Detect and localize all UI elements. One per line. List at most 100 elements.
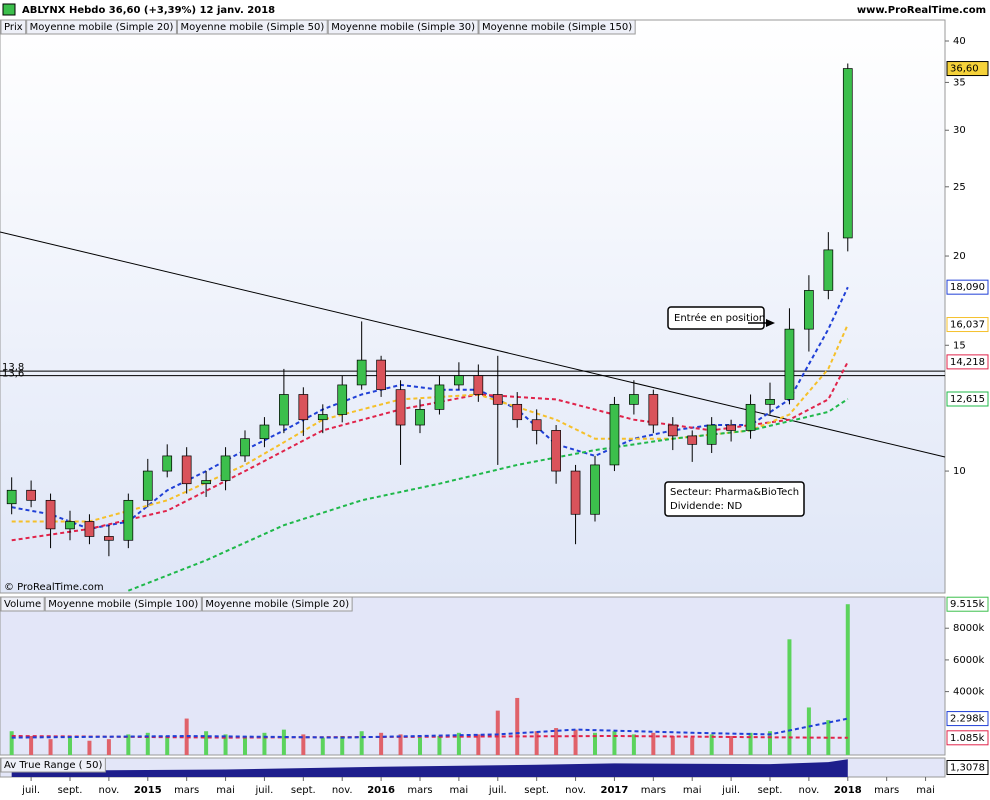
x-tick-label: 2017	[601, 785, 629, 796]
y-tick-label: 30	[953, 125, 966, 136]
legend-box	[44, 596, 202, 612]
x-tick-label: nov.	[565, 785, 586, 796]
price-label-box	[946, 354, 989, 370]
x-tick-label: 2016	[367, 785, 395, 796]
legend-box	[26, 19, 177, 35]
candle-body	[6, 489, 17, 505]
candle-body	[551, 430, 561, 472]
candle-body	[298, 394, 309, 421]
annotation-box	[664, 481, 805, 517]
candle-body	[531, 419, 542, 431]
legend-box	[201, 596, 353, 612]
legend-entry: Moyenne mobile (Simple 100)	[48, 599, 198, 610]
legend-box	[0, 19, 27, 35]
candle-body	[648, 394, 659, 426]
volume-bar	[340, 735, 345, 755]
candle-body	[45, 499, 56, 530]
copyright: © ProRealTime.com	[4, 582, 104, 593]
candle-body	[823, 249, 834, 291]
x-tick-label: sept.	[291, 785, 316, 796]
candle-body	[784, 328, 795, 400]
price-label: 1.085k	[950, 733, 985, 744]
candle-body	[629, 394, 639, 405]
candle-body	[201, 480, 211, 485]
volume-bar	[68, 737, 72, 755]
price-label-box	[946, 730, 989, 746]
level-label: 13,8	[2, 362, 24, 373]
price-label-box	[946, 279, 989, 295]
volume-bar	[262, 732, 267, 755]
x-tick-label: nov.	[98, 785, 119, 796]
price-label: 36,60	[950, 64, 979, 75]
candle-body	[512, 403, 523, 421]
price-label: 12,615	[950, 394, 985, 405]
annotation-text: Entrée en position	[674, 312, 765, 324]
volume-bar	[87, 740, 92, 755]
volume-bar	[145, 732, 150, 755]
x-tick-label: mars	[874, 785, 899, 796]
volume-bar	[787, 639, 792, 755]
candle-body	[842, 68, 853, 239]
legend-box	[0, 596, 45, 612]
legend-entry: Prix	[4, 22, 23, 33]
legend-entry: Moyenne mobile (Simple 20)	[30, 22, 174, 33]
y-tick-label: 35	[953, 77, 966, 88]
moving-average	[127, 398, 849, 592]
candle-body	[317, 414, 328, 421]
candle-body	[415, 409, 425, 426]
volume-bar	[495, 710, 500, 755]
volume-bar	[631, 734, 636, 755]
volume-bar	[320, 737, 325, 755]
volume-bar	[670, 735, 675, 755]
volume-bar	[106, 739, 111, 755]
price-label-box	[946, 711, 989, 727]
candle-body	[376, 359, 386, 391]
x-tick-label: mai	[683, 785, 702, 796]
candle-body	[240, 438, 250, 457]
y-tick-label: 10	[953, 466, 966, 477]
candle-body	[259, 424, 270, 440]
candle-body	[279, 394, 289, 426]
volume-bar	[204, 731, 209, 755]
candle-body	[26, 489, 36, 501]
volume-panel	[0, 596, 946, 756]
volume-bar	[729, 735, 734, 755]
volume-bar	[806, 707, 811, 755]
price-label-box	[946, 61, 989, 77]
volume-bar	[826, 720, 831, 755]
candle-body	[123, 499, 134, 541]
volume-bar	[845, 604, 850, 755]
volume-bar	[456, 732, 461, 755]
volume-bar	[359, 731, 364, 755]
candle-body	[220, 455, 231, 481]
price-label: 14,218	[950, 357, 985, 368]
header-title: ABLYNX Hebdo 36,60 (+3,39%) 12 janv. 201…	[22, 5, 275, 16]
x-tick-label: juil.	[488, 785, 507, 796]
x-tick-label: juil.	[721, 785, 740, 796]
price-label: 1,3078	[950, 763, 985, 774]
x-tick-label: juil.	[21, 785, 40, 796]
volume-bar	[515, 697, 520, 755]
candle-body	[667, 424, 678, 437]
volume-bar	[534, 731, 539, 755]
candle-body	[84, 521, 95, 537]
volume-bar	[768, 731, 772, 755]
price-label-box	[946, 317, 989, 333]
volume-bar	[709, 734, 714, 755]
x-tick-label: sept.	[758, 785, 783, 796]
legend-box	[327, 19, 479, 35]
x-tick-label: mai	[450, 785, 469, 796]
x-tick-label: juil.	[255, 785, 274, 796]
x-tick-label: 2018	[834, 785, 862, 796]
volume-bar	[398, 734, 403, 755]
candle-body	[65, 521, 75, 530]
price-label-box	[946, 760, 989, 775]
price-label: 9.515k	[950, 599, 985, 610]
price-label-box	[946, 391, 989, 407]
x-tick-label: 2015	[134, 785, 162, 796]
volume-bar	[29, 735, 34, 755]
y-tick-label: 6000k	[953, 655, 984, 666]
logo	[2, 3, 16, 16]
y-tick-label: 8000k	[953, 623, 984, 634]
candle-body	[395, 389, 406, 426]
